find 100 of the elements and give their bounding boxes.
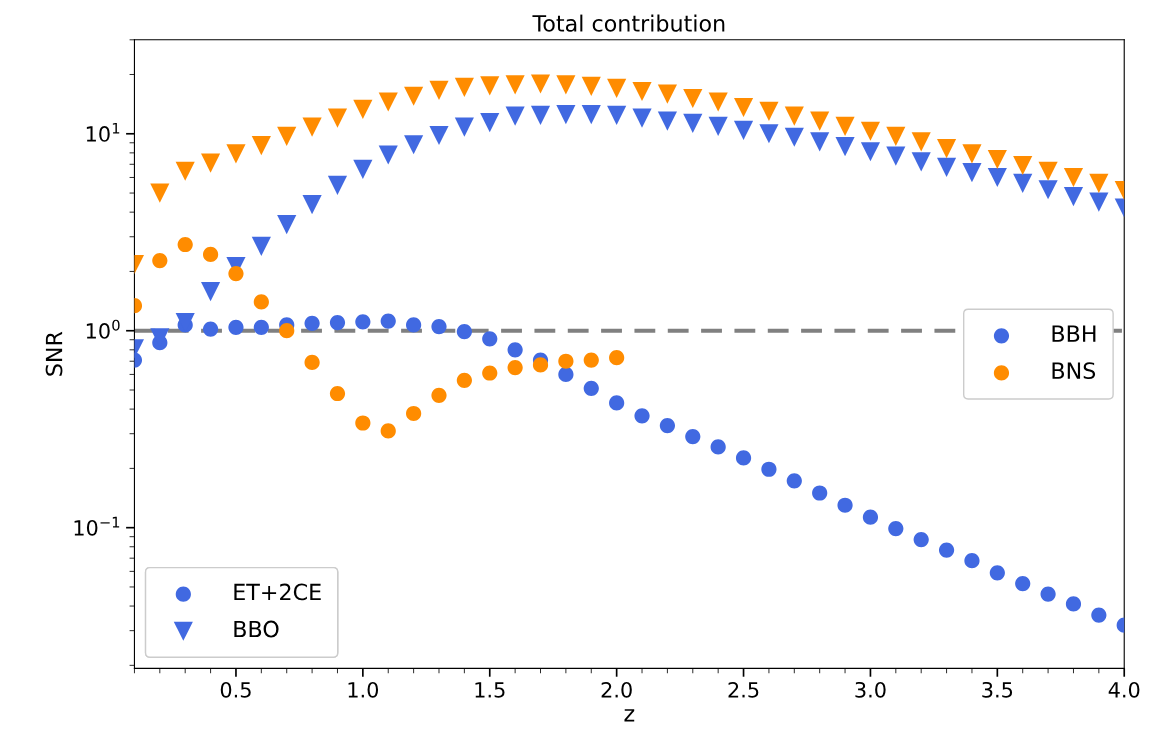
point (938, 542, 955, 558)
point (431, 318, 447, 335)
point (810, 111, 830, 131)
point (202, 321, 219, 337)
x-tick-label: 4.0 (1108, 681, 1140, 698)
y-tick-label: 10$^{−1}$ (74, 516, 120, 536)
point (987, 167, 1007, 188)
point (355, 415, 371, 431)
point (454, 117, 474, 137)
point (201, 282, 221, 302)
point (1089, 192, 1109, 212)
point (228, 266, 244, 282)
x-tick-label: 3.5 (982, 681, 1013, 698)
point (657, 84, 677, 104)
point (761, 461, 777, 477)
point (583, 380, 599, 396)
point (657, 111, 677, 131)
point (226, 144, 246, 164)
point (277, 126, 297, 146)
point (784, 106, 804, 126)
x-axis-title: z (624, 709, 635, 722)
point (429, 80, 449, 100)
point (708, 92, 728, 112)
point (962, 144, 982, 164)
point (583, 352, 599, 368)
point (862, 509, 879, 525)
point (581, 105, 601, 125)
x-tick-label: 2.0 (601, 681, 632, 698)
legend-label: ET+2CE (234, 583, 321, 601)
x-tick-label: 2.5 (728, 681, 759, 698)
point (708, 116, 728, 136)
point (733, 97, 754, 118)
point (482, 365, 498, 381)
point (327, 175, 348, 195)
point (556, 75, 576, 95)
point (1091, 607, 1107, 623)
x-tick-label: 1.0 (348, 681, 379, 698)
point (505, 75, 525, 95)
point (378, 92, 398, 112)
point (404, 86, 424, 106)
point (962, 163, 982, 183)
point (251, 236, 271, 256)
y-tick-label: 10$^{1}$ (86, 122, 120, 142)
point (329, 314, 346, 331)
point (302, 195, 322, 215)
point (1065, 596, 1082, 612)
point (964, 553, 980, 569)
point (150, 183, 170, 203)
x-tick-label: 3.0 (855, 681, 886, 698)
point (302, 117, 322, 137)
point (253, 319, 269, 335)
point (1063, 186, 1084, 207)
point (759, 124, 779, 144)
x-tick-label: 0.5 (220, 681, 251, 698)
point (201, 153, 221, 173)
point (632, 81, 652, 102)
point (683, 113, 703, 133)
point (253, 294, 269, 310)
point (1038, 161, 1058, 181)
point (353, 99, 373, 119)
point (886, 126, 906, 146)
point (710, 439, 726, 455)
point (1089, 173, 1109, 193)
point (507, 359, 523, 376)
point (1063, 167, 1084, 188)
point (480, 112, 500, 133)
point (860, 142, 881, 162)
point (304, 315, 320, 331)
point (456, 372, 472, 388)
point (454, 77, 474, 97)
point (1013, 173, 1033, 193)
x-tick-label: 1.5 (475, 682, 505, 698)
point (277, 214, 297, 235)
point (837, 497, 853, 513)
point (759, 101, 779, 121)
point (304, 354, 320, 371)
point (406, 405, 422, 422)
point (431, 387, 447, 403)
point (632, 108, 652, 128)
point (888, 520, 904, 537)
point (355, 314, 371, 330)
point (886, 146, 906, 166)
point (558, 353, 574, 369)
point (810, 132, 830, 152)
point (456, 323, 472, 340)
point (609, 350, 625, 366)
point (581, 76, 601, 96)
point (556, 105, 576, 125)
point (835, 137, 855, 157)
point (329, 385, 346, 402)
point (532, 357, 549, 373)
point (911, 152, 931, 172)
y-tick-label: 10$^{0}$ (86, 319, 120, 339)
point (507, 342, 523, 358)
point (152, 253, 168, 269)
point (505, 106, 525, 126)
point (685, 429, 701, 445)
point (429, 125, 449, 146)
point (175, 161, 195, 181)
point (784, 127, 804, 147)
